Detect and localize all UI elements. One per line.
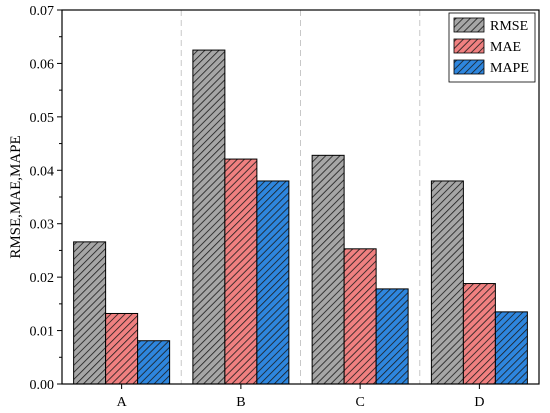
y-tick-label: 0.03	[30, 218, 55, 233]
legend: RMSE MAE MAPE	[448, 12, 536, 83]
category-separators	[180, 10, 421, 384]
y-tick-label: 0.05	[30, 111, 55, 126]
y-tick-label: 0.07	[30, 4, 55, 19]
bars-group	[73, 49, 528, 385]
y-tick-label: 0.04	[30, 164, 55, 179]
y-tick-label: 0.02	[30, 271, 55, 286]
x-axis: A B C D	[117, 384, 484, 410]
y-axis: 0.00 0.01 0.02 0.03 0.04 0.05 0.06 0.07	[30, 4, 62, 393]
bar-mape-b	[256, 180, 290, 385]
legend-swatch-mae	[453, 38, 485, 54]
x-tick-label: A	[117, 395, 128, 410]
bar-mae-d	[462, 283, 496, 385]
y-axis-label: RMSE,MAE,MAPE	[8, 135, 24, 258]
bar-mape-a	[137, 340, 171, 385]
bar-rmse-b	[192, 49, 226, 385]
bar-mae-c	[343, 248, 377, 385]
y-tick-label: 0.00	[30, 378, 55, 393]
bar-rmse-a	[73, 241, 107, 385]
bar-rmse-d	[430, 180, 464, 385]
bar-mape-c	[375, 288, 409, 385]
legend-label-mape: MAPE	[490, 61, 529, 76]
x-tick-label: D	[474, 395, 484, 410]
bar-mae-b	[224, 158, 258, 385]
legend-swatch-mape	[453, 59, 485, 75]
bar-mae-a	[105, 312, 139, 385]
x-tick-label: B	[236, 395, 245, 410]
bar-mape-d	[494, 311, 528, 385]
bar-rmse-c	[311, 154, 345, 385]
y-tick-label: 0.01	[30, 325, 55, 340]
y-tick-label: 0.06	[30, 57, 55, 72]
x-tick-label: C	[355, 395, 364, 410]
legend-swatch-rmse	[453, 17, 485, 33]
legend-label-rmse: RMSE	[490, 19, 528, 34]
legend-label-mae: MAE	[490, 40, 521, 55]
